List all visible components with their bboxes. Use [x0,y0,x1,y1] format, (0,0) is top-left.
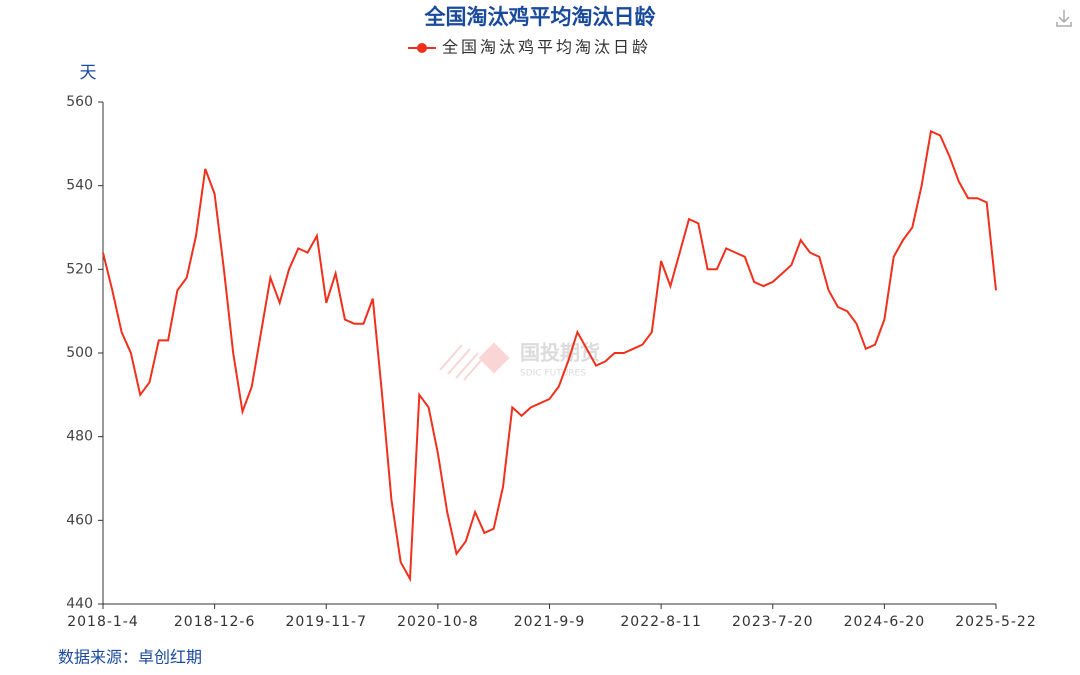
watermark: 国投期货 SDIC FUTURES [439,341,600,381]
y-tick-label: 460 [66,512,93,528]
y-axis-label: 天 [80,63,97,83]
watermark-subtext: SDIC FUTURES [520,369,586,379]
x-tick-label: 2020-10-8 [397,614,478,630]
chart-title: 全国淘汰鸡平均淘汰日龄 [424,5,657,29]
series-line [102,129,997,583]
watermark-text: 国投期货 [520,341,600,365]
x-tick-label: 2019-11-7 [286,614,367,630]
y-tick-label: 520 [66,261,93,277]
x-tick-label: 2022-8-11 [620,614,701,630]
y-tick-label: 440 [66,596,93,612]
download-icon[interactable] [1056,10,1072,27]
legend-label: 全国淘汰鸡平均淘汰日龄 [442,38,651,57]
x-tick-label: 2018-1-4 [67,614,139,630]
legend-marker [417,43,427,53]
x-tick-label: 2024-6-20 [844,614,925,630]
x-tick-label: 2025-5-22 [955,614,1036,630]
y-tick-label: 480 [66,429,93,445]
x-tick-label: 2018-12-6 [174,614,255,630]
y-tick-label: 540 [66,178,93,194]
y-tick-label: 560 [66,94,93,110]
x-tick-label: 2021-9-9 [514,614,586,630]
source-note: 数据来源：卓创红期 [58,648,202,667]
y-tick-label: 500 [66,345,93,361]
x-tick-label: 2023-7-20 [732,614,813,630]
